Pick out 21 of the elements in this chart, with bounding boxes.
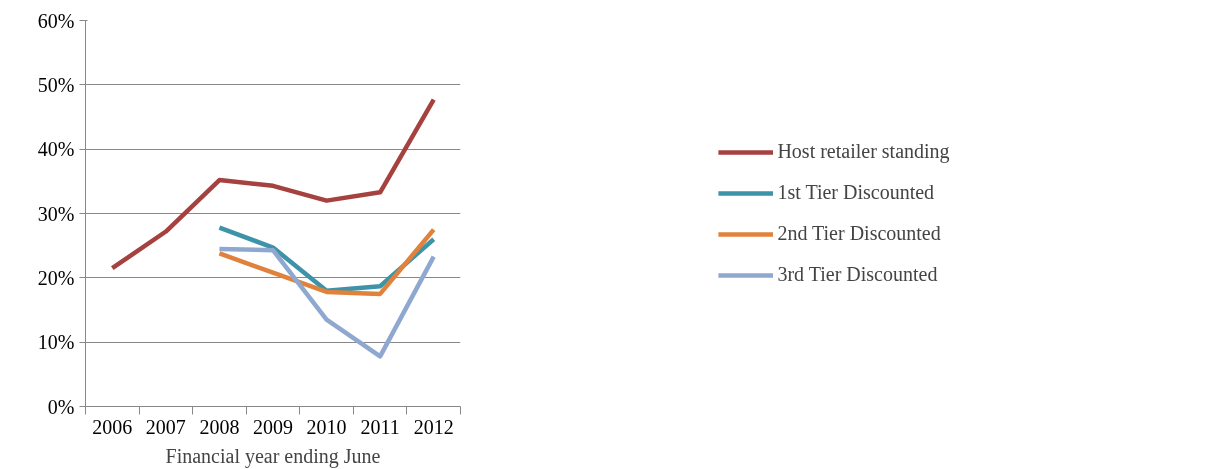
x-tick-label: 2008 (199, 415, 240, 438)
x-tick-label: 2012 (413, 415, 454, 438)
y-tick-label: 0% (47, 395, 75, 418)
x-tick-label: 2010 (306, 415, 347, 438)
x-tick-label: 2006 (92, 415, 133, 438)
legend-label: Host retailer standing (777, 140, 950, 163)
legend-label: 3rd Tier Discounted (777, 263, 938, 286)
y-tick-label: 20% (37, 266, 75, 289)
y-tick-label: 60% (37, 9, 75, 32)
y-tick-label: 10% (37, 331, 75, 354)
line-series (110, 97, 436, 271)
x-tick-label: 2007 (145, 415, 186, 438)
x-tick-label: 2011 (360, 415, 400, 438)
legend-label: 1st Tier Discounted (777, 181, 935, 204)
y-tick-label: 40% (37, 138, 75, 161)
legend-label: 2nd Tier Discounted (777, 222, 941, 245)
x-tick-label: 2009 (253, 415, 293, 438)
x-axis-title: Financial year ending June (165, 444, 381, 468)
line-series (217, 246, 436, 359)
y-tick-label: 50% (37, 73, 75, 96)
y-tick-label: 30% (37, 202, 75, 225)
